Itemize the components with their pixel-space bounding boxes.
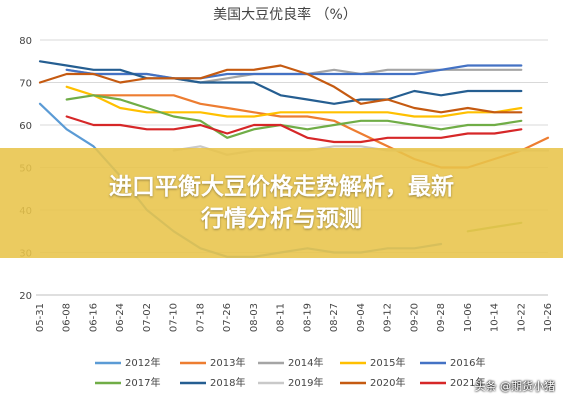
banner-title-line-2: 行情分析与预测 [201, 206, 362, 232]
legend-label: 2020年 [370, 376, 405, 389]
series-line-4 [65, 85, 523, 118]
x-tick-label: 07-10 [169, 303, 180, 332]
x-tick-label: 07-18 [195, 303, 206, 332]
series-line-9 [38, 64, 523, 114]
x-tick-label: 10-22 [516, 303, 527, 332]
y-tick-label: 80 [19, 36, 32, 47]
x-tick-label: 09-28 [436, 303, 447, 332]
legend-label: 2021年 [450, 376, 485, 389]
legend: 2012年 2013年 2014年 2015年 2016年 2017年 2018年 2019年… [95, 356, 485, 389]
x-tick-label: 06-24 [115, 303, 126, 332]
series-line-10 [65, 115, 523, 144]
x-tick-label: 07-02 [142, 303, 153, 332]
axis-layer: 2030405060708005-3106-0806-1606-2407-020… [19, 36, 554, 332]
legend-label: 2016年 [450, 356, 485, 369]
legend-label: 2018年 [210, 376, 245, 389]
x-tick-label: 10-06 [463, 303, 474, 332]
legend-label: 2014年 [288, 356, 323, 369]
legend-label: 2015年 [370, 356, 405, 369]
watermark-text: 头条 @期货小猪 [474, 380, 556, 393]
series-line-5 [65, 64, 523, 80]
x-tick-label: 05-31 [35, 303, 46, 332]
chart-title: 美国大豆优良率 （%） [213, 6, 357, 23]
x-tick-label: 08-19 [302, 303, 313, 332]
legend-label: 2012年 [125, 356, 160, 369]
x-tick-label: 09-12 [383, 303, 394, 332]
y-tick-label: 20 [19, 291, 32, 302]
legend-label: 2017年 [125, 376, 160, 389]
x-tick-label: 09-04 [356, 303, 367, 332]
legend-label: 2019年 [288, 376, 323, 389]
series-line-6 [65, 94, 523, 139]
x-tick-label: 10-14 [490, 303, 501, 332]
x-tick-label: 10-26 [543, 303, 554, 332]
x-tick-label: 09-20 [409, 303, 420, 332]
y-tick-label: 60 [19, 121, 32, 132]
x-tick-label: 06-16 [88, 303, 99, 332]
y-tick-label: 70 [19, 79, 32, 90]
x-tick-label: 08-27 [329, 303, 340, 332]
x-tick-label: 06-08 [62, 303, 73, 332]
x-tick-label: 08-03 [249, 303, 260, 332]
title-banner: 进口平衡大豆价格走势解析，最新 行情分析与预测 [0, 148, 563, 258]
x-tick-label: 08-11 [276, 303, 287, 332]
x-tick-label: 07-26 [222, 303, 233, 332]
legend-label: 2013年 [210, 356, 245, 369]
banner-title-line-1: 进口平衡大豆价格走势解析，最新 [109, 174, 454, 200]
series-line-7 [38, 60, 523, 105]
